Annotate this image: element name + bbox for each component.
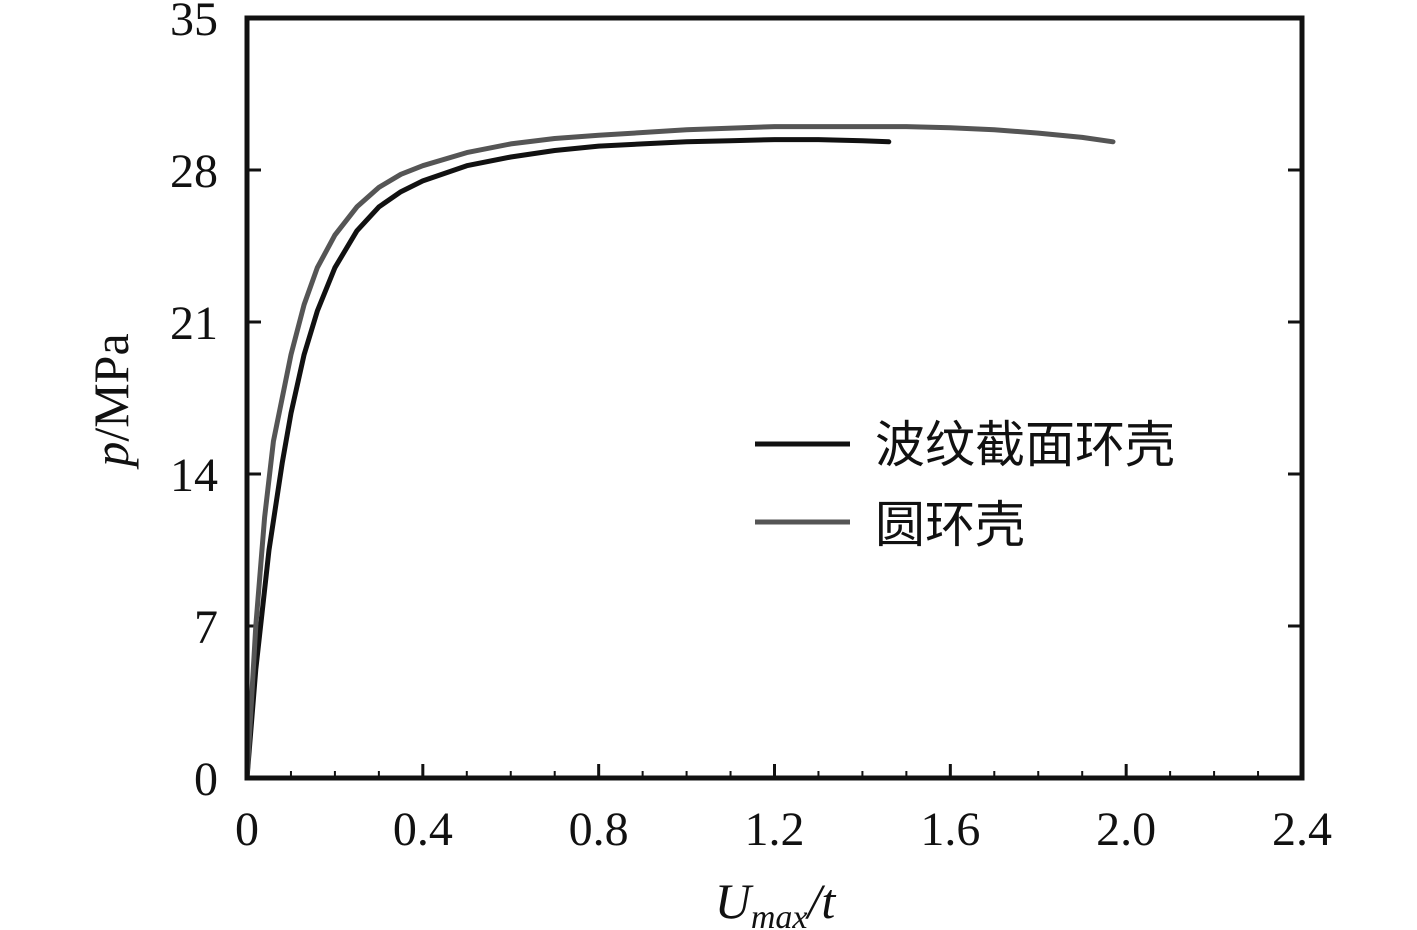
x-tick-labels: 0 0.4 0.8 1.2 1.6 2.0 2.4 [235,803,1332,856]
y-tick-label: 7 [194,601,218,654]
y-tick-label: 14 [170,449,218,502]
y-tick-labels: 0 7 14 21 28 35 [170,0,218,806]
x-tick-label: 1.6 [920,803,980,856]
legend-label-series-2: 圆环壳 [875,496,1025,554]
x-tick-label: 2.4 [1272,803,1332,856]
x-axis-title: Umax/t [715,873,837,930]
series-line-2 [244,124,1116,781]
plot-frame [244,15,1305,781]
legend: 波纹截面环壳 圆环壳 [755,416,1175,554]
series-layer [244,124,1116,781]
x-axis-title-subscript: max [751,899,808,930]
x-tick-label: 2.0 [1096,803,1156,856]
legend-label-series-1: 波纹截面环壳 [875,416,1175,474]
y-axis-title: p/MPa [83,333,139,469]
y-axis-title-variable: p [83,442,139,470]
x-axis-title-suffix: /t [804,873,836,929]
y-axis-title-unit: /MPa [83,333,139,441]
y-tick-label: 28 [170,145,218,198]
y-tick-label: 21 [170,297,218,350]
x-tick-label: 0.4 [393,803,453,856]
x-tick-label: 1.2 [745,803,805,856]
y-tick-label: 0 [194,753,218,806]
x-tick-label: 0 [235,803,259,856]
y-tick-label: 35 [170,0,218,46]
series-line-1 [244,137,892,781]
x-axis-title-main: U [715,873,754,929]
x-tick-label: 0.8 [569,803,629,856]
axis-ticks [245,16,1304,780]
